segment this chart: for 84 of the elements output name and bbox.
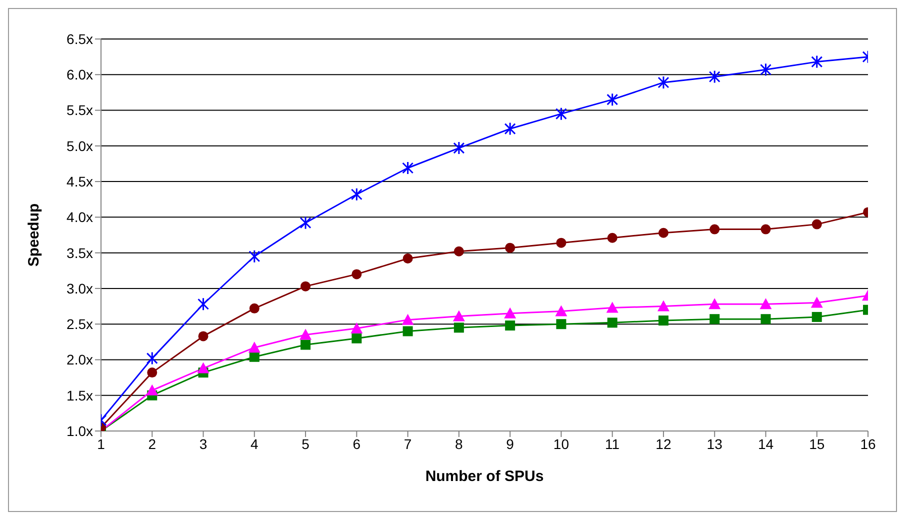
- point: [708, 298, 721, 310]
- point: [607, 318, 618, 328]
- y-tick-label: 4.5x: [66, 174, 93, 190]
- point: [658, 316, 668, 326]
- point: [606, 302, 618, 313]
- x-axis-title: Number of SPUs: [425, 468, 544, 485]
- x-tick-label: 6: [352, 436, 361, 452]
- point: [249, 303, 260, 314]
- y-tick-label: 1.0x: [66, 422, 93, 439]
- point: [658, 228, 668, 238]
- y-axis-title: Speedup: [25, 203, 42, 267]
- point: [350, 322, 363, 334]
- y-tick-label: 5.5x: [66, 102, 93, 118]
- point: [812, 312, 822, 322]
- point: [760, 62, 772, 76]
- y-tick-label: 6.0x: [66, 66, 93, 83]
- point: [350, 188, 362, 202]
- point: [708, 70, 720, 84]
- x-tick-label: 3: [199, 436, 208, 452]
- point: [300, 340, 311, 350]
- point: [505, 320, 516, 331]
- x-tick-label: 2: [148, 436, 156, 452]
- x-tick-label: 10: [553, 436, 570, 452]
- point: [300, 328, 312, 340]
- point: [300, 216, 312, 230]
- point: [402, 314, 414, 325]
- point: [556, 319, 566, 330]
- point: [454, 322, 464, 333]
- y-tick-label: 2.5x: [66, 316, 93, 332]
- x-tick-label: 16: [860, 436, 876, 452]
- point: [198, 297, 210, 311]
- point: [452, 310, 465, 322]
- y-tick-label: 2.0x: [66, 352, 93, 368]
- point: [147, 368, 158, 378]
- x-tick-label: 5: [302, 436, 310, 452]
- point: [402, 161, 414, 175]
- point: [811, 55, 823, 69]
- point: [555, 305, 568, 316]
- point: [657, 300, 670, 312]
- point: [810, 296, 823, 308]
- point: [198, 331, 208, 342]
- y-tick-label: 4.0x: [66, 209, 93, 226]
- point: [453, 141, 465, 155]
- point: [556, 238, 566, 248]
- x-tick-label: 12: [656, 436, 672, 452]
- point: [454, 246, 464, 256]
- x-tick-label: 8: [455, 436, 464, 452]
- point: [504, 307, 516, 318]
- point: [812, 219, 822, 230]
- x-tick-label: 14: [758, 436, 774, 452]
- point: [352, 269, 362, 280]
- y-tick-label: 3.5x: [66, 244, 93, 261]
- point: [760, 298, 772, 310]
- y-tick-label: 3.0x: [66, 280, 93, 296]
- y-tick-label: 5.0x: [66, 138, 93, 154]
- x-tick-label: 13: [706, 436, 723, 452]
- point: [248, 342, 260, 353]
- point: [760, 314, 771, 324]
- x-tick-label: 4: [250, 436, 258, 452]
- x-tick-label: 7: [404, 436, 412, 452]
- x-tick-label: 11: [605, 436, 620, 452]
- point: [248, 250, 260, 264]
- x-tick-label: 9: [506, 436, 514, 452]
- point: [402, 326, 413, 336]
- point: [710, 314, 720, 324]
- point: [504, 122, 516, 136]
- point: [352, 333, 362, 344]
- point: [505, 242, 516, 253]
- point: [146, 352, 158, 366]
- point: [555, 107, 567, 121]
- point: [249, 352, 260, 362]
- point: [300, 281, 311, 292]
- x-tick-label: 15: [809, 436, 825, 452]
- point: [658, 76, 670, 90]
- point: [402, 254, 413, 264]
- x-tick-label: 1: [97, 436, 106, 452]
- point: [760, 224, 771, 234]
- point: [197, 362, 210, 374]
- point: [710, 224, 720, 234]
- y-tick-label: 6.5x: [66, 30, 93, 47]
- point: [606, 92, 618, 106]
- point: [146, 384, 158, 396]
- y-tick-label: 1.5x: [66, 387, 93, 404]
- point: [607, 232, 618, 243]
